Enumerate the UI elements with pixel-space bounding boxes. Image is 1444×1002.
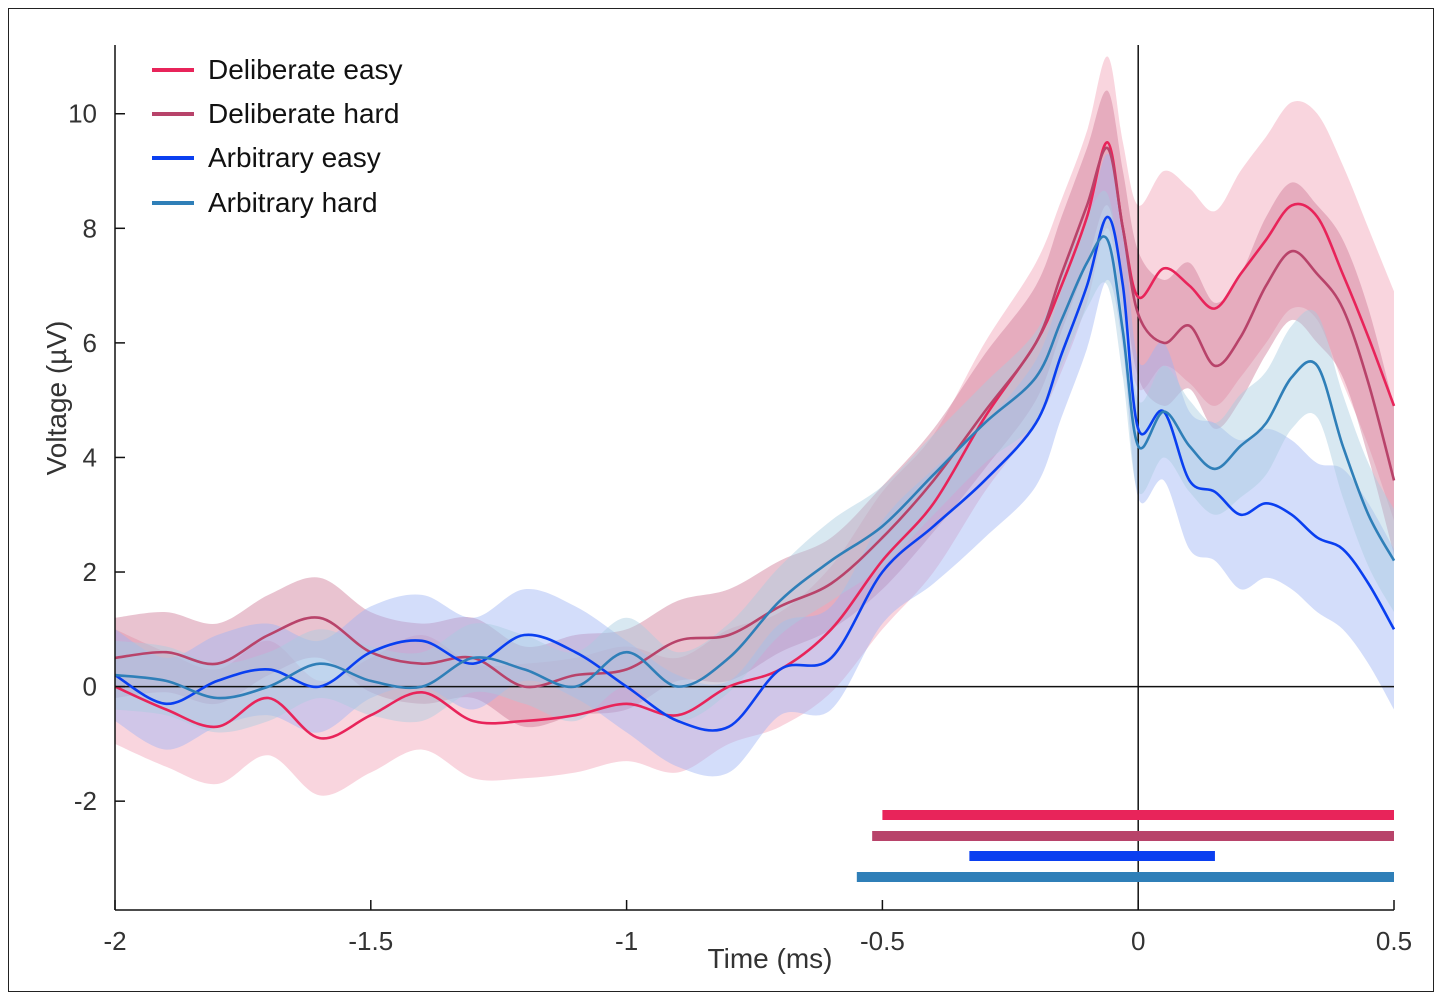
x-tick-label: -1.5 <box>348 926 393 956</box>
y-tick-label: 8 <box>83 213 97 243</box>
line-series-4 <box>114 235 1396 700</box>
legend-label-series-3: Arbitrary easy <box>208 142 381 173</box>
y-tick-label: 2 <box>83 557 97 587</box>
band-series-4 <box>115 190 1394 733</box>
x-tick-label: 0.5 <box>1376 926 1412 956</box>
y-tick-label: 10 <box>68 99 97 129</box>
y-tick-label: -2 <box>74 786 97 816</box>
line-series-1 <box>114 141 1396 740</box>
legend: Deliberate easy Deliberate hard Arbitrary … <box>152 54 403 218</box>
figure-frame <box>8 8 1434 992</box>
x-tick-label: -0.5 <box>860 926 905 956</box>
x-axis-label: Time (ms) <box>708 943 833 974</box>
y-tick-label: 4 <box>83 442 97 472</box>
band-series-3 <box>115 153 1394 777</box>
tick-labels: -2 -1.5 -1 -0.5 0 0.5 -2 0 2 4 6 8 10 <box>68 99 1412 956</box>
axes <box>114 45 1394 911</box>
x-tick-label: 0 <box>1131 926 1145 956</box>
legend-label-series-2: Deliberate hard <box>208 98 399 129</box>
legend-label-series-4: Arbitrary hard <box>208 187 378 218</box>
reference-lines <box>115 45 1394 910</box>
significance-bars <box>856 810 1394 882</box>
line-series-2 <box>114 146 1396 689</box>
y-tick-label: 6 <box>83 328 97 358</box>
x-tick-label: -2 <box>103 926 126 956</box>
x-tick-label: -1 <box>615 926 638 956</box>
series-lines <box>114 141 1396 740</box>
y-axis-label: Voltage (µV) <box>41 321 72 476</box>
legend-label-series-1: Deliberate easy <box>208 54 403 85</box>
y-tick-label: 0 <box>83 672 97 702</box>
line-series-3 <box>114 215 1396 732</box>
